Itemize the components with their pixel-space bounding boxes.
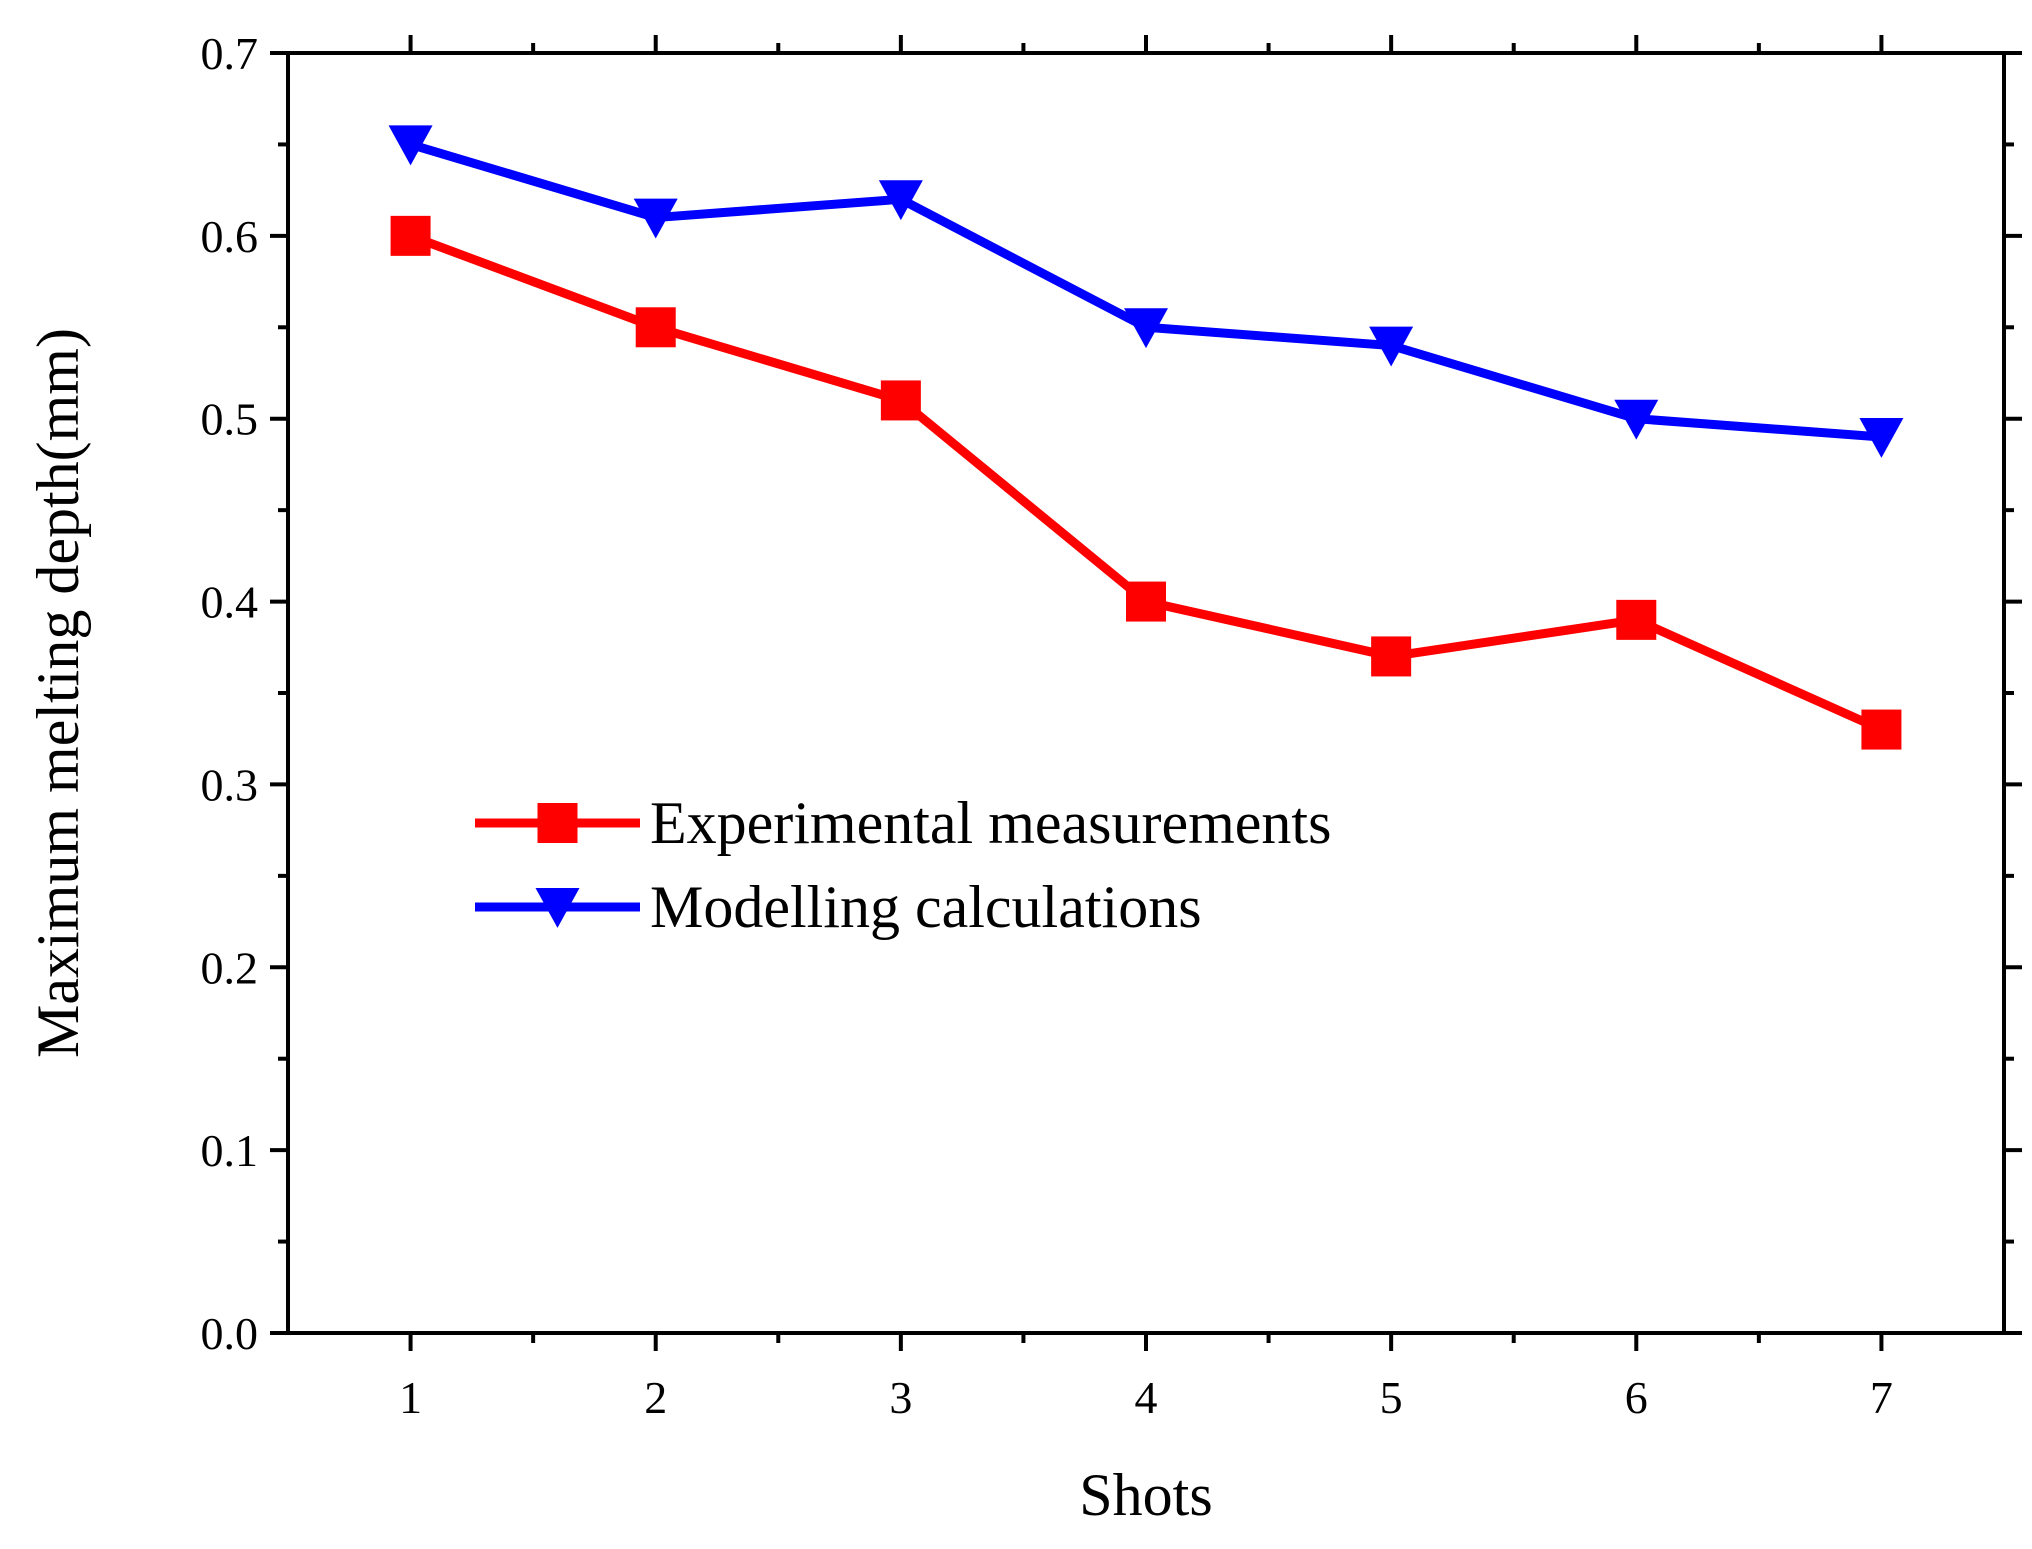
plot-frame [286,51,2006,1335]
square-marker [537,803,578,843]
triangle-down-marker [1859,418,1904,458]
y-tick-label: 0.6 [201,211,259,262]
y-tick-label: 0.4 [201,577,259,628]
tick-labels: 1 2 3 4 5 6 7 0.0 0.1 0.2 0.3 0.4 0.5 0.6 0.7 [201,28,1893,1423]
x-tick-label: 6 [1625,1372,1648,1423]
x-tick-label: 3 [889,1372,912,1423]
triangle-down-marker [388,125,433,166]
x-tick-label: 7 [1870,1372,1893,1423]
y-tick-label: 0.1 [201,1125,259,1176]
square-marker [1371,636,1412,677]
legend-label: Modelling calculations [650,874,1202,940]
y-tick-label: 0.3 [201,759,259,810]
x-tick-label: 1 [399,1372,422,1423]
x-tick-label: 4 [1135,1372,1158,1423]
y-tick-label: 0.5 [201,394,259,445]
square-marker [390,215,431,256]
axis-ticks [270,35,2022,1351]
series-layer [388,125,1904,750]
square-marker [1616,599,1657,640]
x-tick-label: 2 [644,1372,667,1423]
legend-item: Experimental measurements [475,790,1331,856]
y-axis-title: Maximum melting depth(mm) [25,328,91,1058]
triangle-down-marker [633,198,678,239]
legend-item: Modelling calculations [475,874,1202,940]
square-marker [1126,581,1166,622]
triangle-down-marker [878,180,923,221]
x-axis-title: Shots [1079,1462,1212,1528]
y-tick-label: 0.2 [201,942,259,993]
series-line [409,140,1882,442]
legend-label: Experimental measurements [650,790,1331,856]
x-tick-label: 5 [1380,1372,1403,1423]
triangle-down-marker [1369,326,1414,367]
square-marker [880,380,921,421]
y-tick-label: 0.7 [201,28,259,79]
square-marker [635,307,676,348]
series-group [388,125,1904,458]
triangle-down-marker [1614,399,1659,440]
series-group [390,215,1902,750]
legend: Experimental measurements Modelling calcu… [475,790,1331,940]
y-tick-label: 0.0 [201,1308,259,1359]
square-marker [1861,709,1902,750]
triangle-down-marker [535,888,580,928]
triangle-down-marker [1124,308,1168,349]
